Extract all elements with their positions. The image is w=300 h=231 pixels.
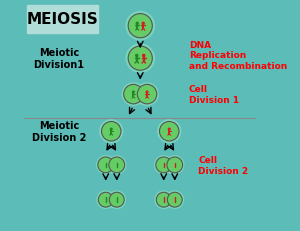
Circle shape bbox=[136, 55, 138, 57]
Text: Meiotic
Division 2: Meiotic Division 2 bbox=[32, 121, 86, 143]
Circle shape bbox=[100, 120, 123, 143]
Circle shape bbox=[167, 192, 182, 207]
Circle shape bbox=[136, 84, 158, 106]
Circle shape bbox=[156, 192, 171, 207]
Circle shape bbox=[122, 84, 145, 106]
Text: DNA
Replication
and Recombination: DNA Replication and Recombination bbox=[189, 41, 287, 70]
Circle shape bbox=[128, 15, 152, 39]
Circle shape bbox=[133, 92, 134, 93]
Circle shape bbox=[97, 191, 115, 209]
Circle shape bbox=[155, 191, 172, 209]
Circle shape bbox=[168, 129, 170, 130]
Circle shape bbox=[167, 157, 183, 173]
Circle shape bbox=[158, 120, 181, 143]
Circle shape bbox=[156, 157, 172, 173]
Circle shape bbox=[136, 23, 138, 25]
Circle shape bbox=[146, 92, 148, 93]
Text: Cell
Division 2: Cell Division 2 bbox=[198, 155, 248, 175]
Text: Meiotic
Division1: Meiotic Division1 bbox=[34, 48, 85, 70]
Circle shape bbox=[126, 12, 154, 41]
Bar bbox=[27, 6, 98, 33]
Text: Cell
Division 1: Cell Division 1 bbox=[189, 85, 239, 104]
Circle shape bbox=[101, 122, 121, 141]
Circle shape bbox=[124, 85, 143, 104]
Circle shape bbox=[109, 157, 125, 173]
Circle shape bbox=[143, 55, 145, 57]
Circle shape bbox=[98, 192, 113, 207]
Circle shape bbox=[142, 23, 144, 25]
Circle shape bbox=[110, 129, 112, 130]
Circle shape bbox=[128, 47, 152, 71]
Circle shape bbox=[166, 156, 184, 174]
Circle shape bbox=[160, 122, 179, 141]
Circle shape bbox=[108, 191, 125, 209]
Circle shape bbox=[109, 192, 124, 207]
Circle shape bbox=[166, 191, 184, 209]
Circle shape bbox=[97, 156, 115, 174]
Circle shape bbox=[137, 85, 157, 104]
Circle shape bbox=[155, 156, 173, 174]
Circle shape bbox=[98, 157, 114, 173]
Text: MEIOSIS: MEIOSIS bbox=[27, 12, 98, 27]
Circle shape bbox=[126, 45, 154, 73]
Circle shape bbox=[108, 156, 126, 174]
